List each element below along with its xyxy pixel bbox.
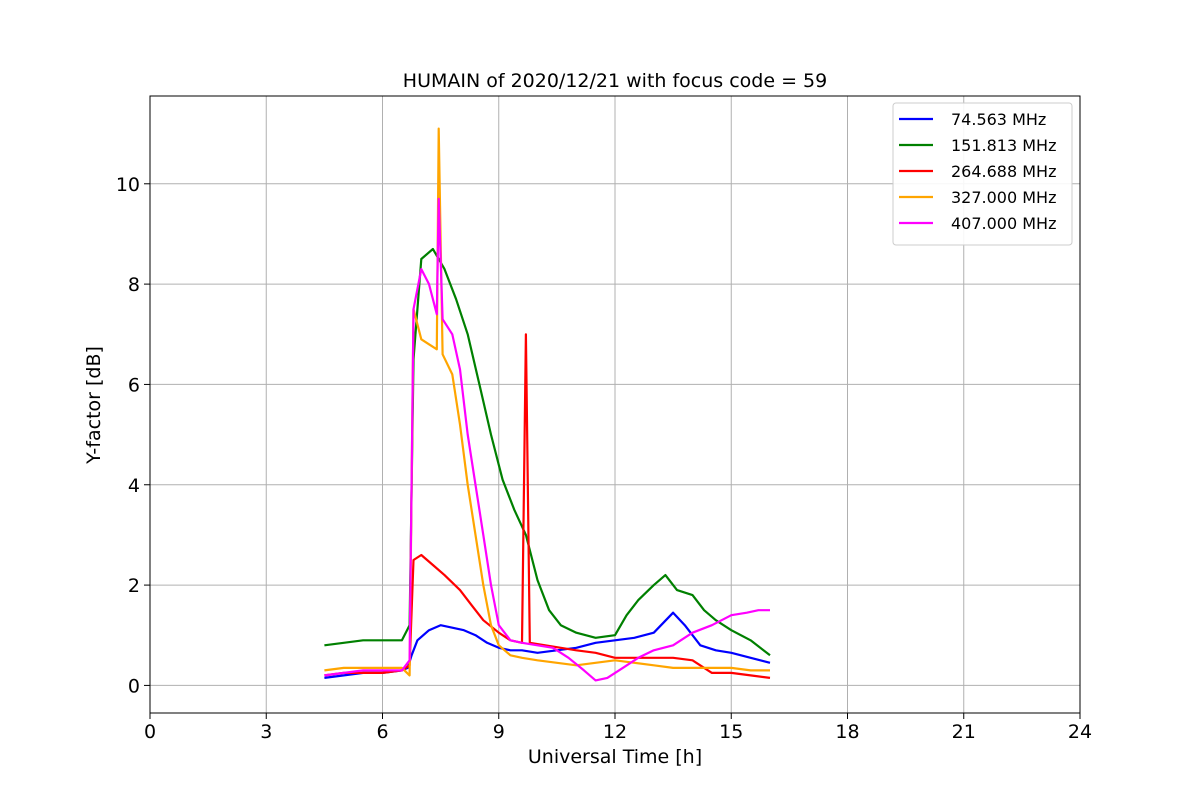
x-tick-label: 6 [376, 721, 388, 743]
y-tick-label: 8 [128, 274, 140, 296]
y-tick-label: 10 [116, 174, 140, 196]
y-tick-label: 0 [128, 675, 140, 697]
x-tick-label: 0 [144, 721, 156, 743]
y-tick-label: 4 [128, 475, 140, 497]
x-tick-label: 3 [260, 721, 272, 743]
x-axis: 0 3 6 9 12 15 18 21 24 [144, 713, 1092, 743]
y-tick-label: 2 [128, 575, 140, 597]
legend-label: 151.813 MHz [951, 136, 1056, 155]
series-line-0 [324, 611, 771, 679]
grid [149, 96, 1081, 713]
legend-label: 74.563 MHz [951, 110, 1046, 129]
x-tick-label: 21 [952, 721, 976, 743]
legend-box [892, 102, 1073, 246]
x-tick-label: 9 [493, 721, 505, 743]
legend: 74.563 MHz 151.813 MHz 264.688 MHz 327.000 … [892, 102, 1073, 246]
legend-label: 264.688 MHz [951, 162, 1056, 181]
x-tick-label: 12 [603, 721, 627, 743]
legend-label: 407.000 MHz [951, 214, 1056, 233]
x-tick-label: 18 [835, 721, 859, 743]
legend-label: 327.000 MHz [951, 188, 1056, 207]
series-lines [324, 127, 771, 682]
y-axis: 0 2 4 6 8 10 [116, 174, 150, 697]
y-axis-label: Y-factor [dB] [83, 346, 105, 465]
x-axis-label: Universal Time [h] [528, 746, 702, 768]
series-line-4 [324, 197, 770, 682]
y-tick-label: 6 [128, 374, 140, 396]
chart-title: HUMAIN of 2020/12/21 with focus code = 5… [403, 70, 827, 92]
x-tick-label: 24 [1068, 721, 1092, 743]
x-tick-label: 15 [719, 721, 743, 743]
